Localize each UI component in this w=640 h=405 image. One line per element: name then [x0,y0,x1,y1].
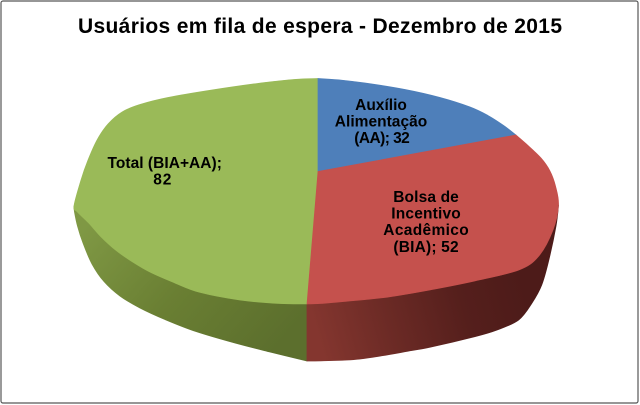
svg-text:Bolsa de: Bolsa de [393,189,459,206]
svg-text:Alimentação: Alimentação [335,113,427,130]
svg-text:Acadêmico: Acadêmico [383,222,468,239]
svg-text:Usuários em fila de espera - D: Usuários em fila de espera - Dezembro de… [78,15,562,38]
svg-text:(AA); 32: (AA); 32 [354,130,410,147]
svg-text:Auxílio: Auxílio [355,97,407,114]
svg-text:Incentivo: Incentivo [391,206,460,223]
svg-text:Total (BIA+AA);: Total (BIA+AA); [108,155,222,172]
svg-text:82: 82 [153,172,171,189]
svg-text:(BIA); 52: (BIA); 52 [393,239,458,256]
